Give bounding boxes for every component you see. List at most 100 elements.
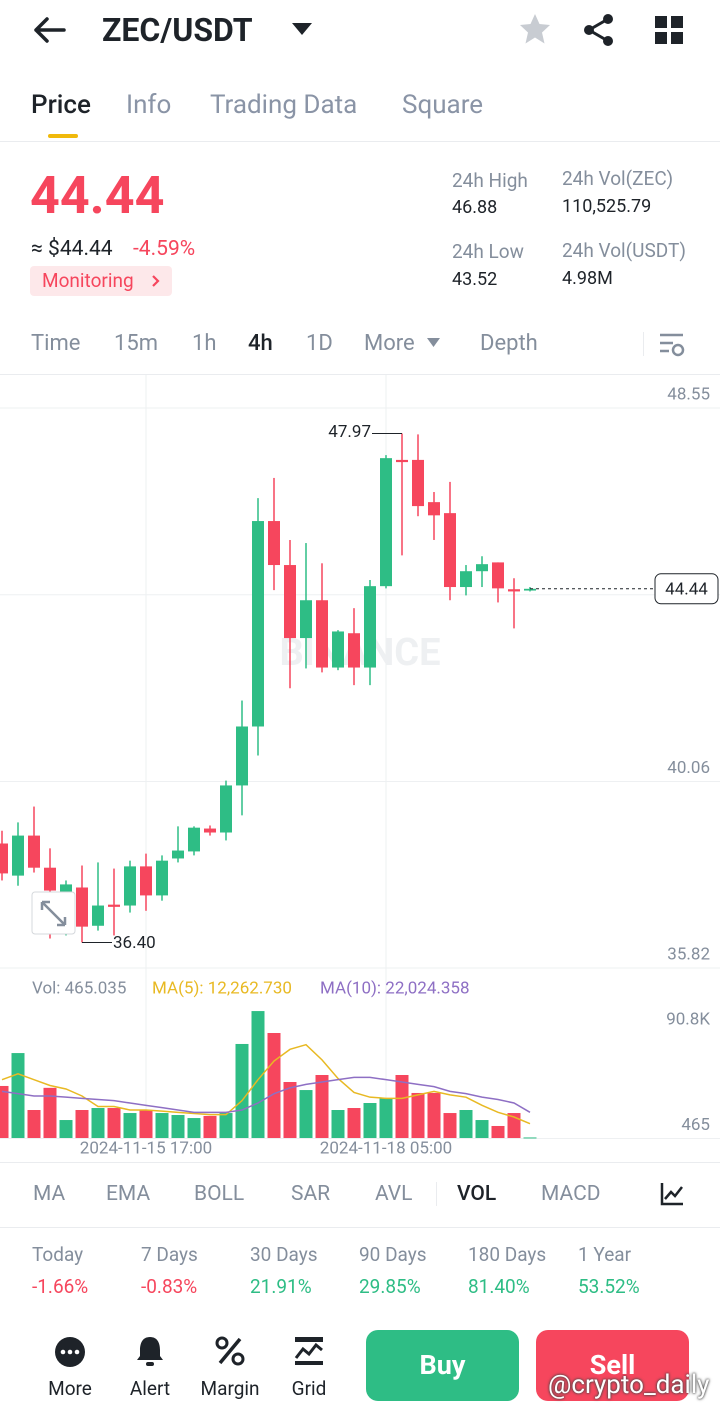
interval[interactable]: 15m xyxy=(114,331,159,356)
x-tick-label: 2024-11-18 05:00 xyxy=(320,1138,452,1158)
divider xyxy=(0,374,720,375)
candle-body xyxy=(44,867,56,891)
volume-bar xyxy=(395,1075,409,1138)
more-icon[interactable] xyxy=(54,1336,86,1368)
interval[interactable]: 1D xyxy=(306,331,333,356)
tab[interactable]: Trading Data xyxy=(210,90,358,120)
indicator[interactable]: SAR xyxy=(291,1182,331,1206)
volume-bar xyxy=(139,1110,153,1138)
usd-price: ≈ $44.44 xyxy=(31,237,113,261)
indicator[interactable]: MA xyxy=(33,1182,66,1206)
volume-bar xyxy=(331,1110,345,1138)
candle-body xyxy=(156,860,168,896)
expand-button[interactable] xyxy=(31,891,76,935)
candle-body xyxy=(300,600,312,639)
volume-bar xyxy=(491,1125,505,1138)
separator xyxy=(436,1182,437,1206)
tab[interactable]: Info xyxy=(126,90,172,120)
margin-icon[interactable] xyxy=(215,1336,245,1366)
candle-body xyxy=(220,785,232,833)
volume-bar xyxy=(203,1115,217,1138)
indicator-settings-icon[interactable] xyxy=(660,1182,684,1206)
tab[interactable]: Square xyxy=(402,90,484,120)
period-change: 29.85% xyxy=(359,1275,421,1298)
interval[interactable]: Time xyxy=(31,331,81,356)
candle-body xyxy=(364,586,376,668)
sell-button[interactable]: Sell xyxy=(536,1330,689,1401)
indicator[interactable]: MACD xyxy=(541,1182,601,1206)
back-icon[interactable] xyxy=(33,16,67,44)
watermark: @crypto_daily xyxy=(548,1370,710,1400)
volume-bar xyxy=(507,1113,521,1138)
period-label: Today xyxy=(32,1243,84,1266)
volume-bar xyxy=(171,1115,185,1138)
candle-body xyxy=(0,843,8,874)
ma-line xyxy=(1,1043,531,1125)
candle-body xyxy=(524,588,536,591)
indicator[interactable]: VOL xyxy=(457,1182,497,1206)
dropdown-icon[interactable] xyxy=(292,23,312,35)
candle-body xyxy=(396,459,408,463)
annotation-label: 36.40 xyxy=(113,933,156,953)
candle-body xyxy=(412,459,424,507)
volume-bar xyxy=(219,1113,233,1138)
fade xyxy=(640,1170,720,1220)
last-price: 44.44 xyxy=(30,165,165,226)
legend-ma10: MA(10): 22,024.358 xyxy=(320,978,470,998)
volume-bar xyxy=(123,1113,137,1138)
period-label: 90 Days xyxy=(359,1243,427,1266)
candle-body xyxy=(76,887,88,927)
nav-label[interactable]: Alert xyxy=(129,1377,171,1400)
indicator[interactable]: AVL xyxy=(375,1182,413,1206)
divider xyxy=(0,1162,720,1163)
candle-body xyxy=(28,835,40,868)
nav-label[interactable]: Grid xyxy=(291,1377,327,1400)
pair-title[interactable]: ZEC/USDT xyxy=(102,11,253,49)
candle-body xyxy=(508,589,520,592)
interval[interactable]: 1h xyxy=(192,331,217,356)
interval[interactable]: Depth xyxy=(480,331,538,356)
candle-body xyxy=(444,513,456,588)
candle-body xyxy=(124,866,136,906)
volume-bar xyxy=(43,1087,57,1138)
candle-body xyxy=(140,866,152,896)
alert-icon[interactable] xyxy=(135,1335,165,1367)
tab[interactable]: Price xyxy=(31,90,91,120)
x-tick-label: 2024-11-15 17:00 xyxy=(80,1138,212,1158)
candle-body xyxy=(108,904,120,907)
nav-label[interactable]: More xyxy=(48,1377,92,1400)
interval[interactable]: 4h xyxy=(248,331,273,356)
candle-body xyxy=(172,850,184,859)
period-change: -0.83% xyxy=(141,1275,198,1298)
chevron-icon xyxy=(152,275,160,287)
menu-icon[interactable] xyxy=(655,16,683,44)
candle-body xyxy=(492,562,504,589)
volume-tick-label: 465 xyxy=(681,1115,710,1135)
volume-bar xyxy=(107,1108,121,1138)
volume-bar xyxy=(27,1110,41,1138)
nav-label[interactable]: Margin xyxy=(200,1377,260,1400)
last-price-box xyxy=(654,573,719,605)
interval[interactable]: More xyxy=(364,331,415,356)
grid-icon[interactable] xyxy=(294,1336,324,1366)
candle-body xyxy=(348,633,360,668)
legend-ma5: MA(5): 12,262.730 xyxy=(152,978,292,998)
share-icon[interactable] xyxy=(582,13,616,47)
last-price-label: 44.44 xyxy=(665,579,708,599)
candle-body xyxy=(332,631,344,668)
buy-button[interactable]: Buy xyxy=(366,1330,519,1401)
indicator[interactable]: BOLL xyxy=(194,1182,245,1206)
dropdown-icon xyxy=(427,338,440,347)
volume-tick-label: 90.8K xyxy=(666,1010,710,1030)
indicator[interactable]: EMA xyxy=(106,1182,151,1206)
chart-settings-icon[interactable] xyxy=(659,332,685,358)
monitoring-badge[interactable] xyxy=(30,266,172,296)
volume-bar xyxy=(459,1110,473,1138)
kline-chart: BINANCE 35.8240.0648.5546590.8K2024-11-1… xyxy=(0,375,720,1158)
annotation-label: 47.97 xyxy=(328,422,371,442)
period-change: 81.40% xyxy=(468,1275,530,1298)
monitoring-text[interactable]: Monitoring xyxy=(42,269,134,292)
y-tick-label: 40.06 xyxy=(667,758,710,778)
favorite-icon[interactable] xyxy=(519,13,551,45)
candle-body xyxy=(252,521,264,727)
